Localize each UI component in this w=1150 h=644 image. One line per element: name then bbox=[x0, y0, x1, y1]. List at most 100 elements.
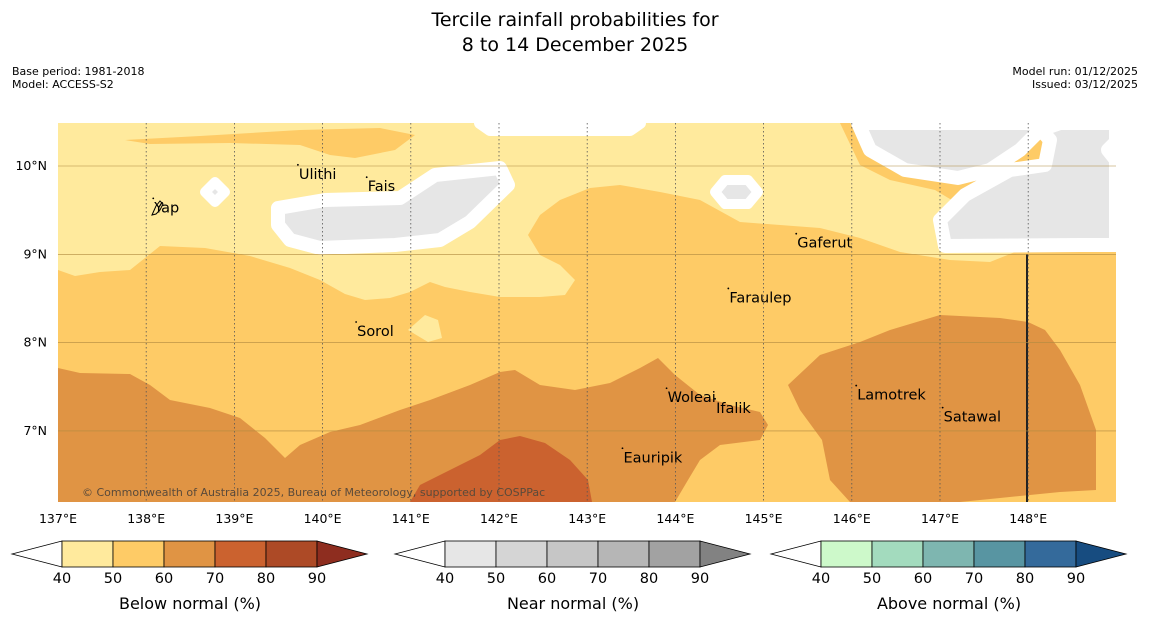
prob-region-70b bbox=[788, 315, 1096, 502]
model-run: Model run: 01/12/2025 bbox=[1012, 65, 1138, 78]
colorbar-segment bbox=[648, 540, 701, 568]
prob-region-80 bbox=[410, 436, 592, 502]
place-marker bbox=[941, 406, 944, 409]
colorbar-extend-low bbox=[769, 540, 822, 568]
colorbar-tick: 50 bbox=[104, 571, 122, 587]
colorbar-tick: 80 bbox=[257, 571, 275, 587]
colorbar-tick: 40 bbox=[53, 571, 71, 587]
prob-region-70 bbox=[58, 358, 768, 502]
axis-labels: 137°E 138°E 139°E 140°E 141°E 142°E 143°E 144°E… bbox=[15, 158, 1047, 526]
prob-region-50b bbox=[408, 315, 442, 342]
colorbar-tick: 70 bbox=[965, 571, 983, 587]
colorbar-segment bbox=[112, 540, 165, 568]
colorbar-extend-low bbox=[393, 540, 446, 568]
colorbar-segment bbox=[871, 540, 924, 568]
place-label: Faraulep bbox=[729, 290, 791, 306]
lon-tick-label: 143°E bbox=[568, 511, 606, 526]
lat-tick-label: 8°N bbox=[23, 335, 47, 350]
place-marker bbox=[355, 321, 358, 323]
colorbar-tick: 90 bbox=[1067, 571, 1085, 587]
copyright-note: © Commonwealth of Australia 2025, Bureau… bbox=[82, 486, 545, 499]
lon-tick-label: 140°E bbox=[304, 511, 342, 526]
colorbar-tick: 40 bbox=[812, 571, 830, 587]
lon-tick-label: 137°E bbox=[39, 511, 77, 526]
colorbar: 40 50 60 70 80 90 bbox=[769, 540, 1128, 587]
place-label: Sorol bbox=[357, 324, 394, 340]
lat-tick-label: 10°N bbox=[15, 158, 47, 173]
colorbar-segment bbox=[214, 540, 267, 568]
base-period: Base period: 1981-2018 bbox=[12, 65, 145, 78]
meta-right: Model run: 01/12/2025 Issued: 03/12/2025 bbox=[1012, 65, 1138, 91]
lon-tick-label: 145°E bbox=[745, 511, 783, 526]
lon-tick-label: 147°E bbox=[921, 511, 959, 526]
lon-tick-label: 142°E bbox=[480, 511, 518, 526]
place-marker bbox=[855, 384, 858, 387]
lat-tick-label: 7°N bbox=[23, 423, 47, 438]
colorbar-tick: 80 bbox=[1016, 571, 1034, 587]
place-label: Satawal bbox=[944, 410, 1001, 426]
colorbar-segment bbox=[61, 540, 114, 568]
colorbar-tick: 60 bbox=[538, 571, 556, 587]
colorbar-tick: 60 bbox=[914, 571, 932, 587]
colorbar-extend-high bbox=[316, 540, 369, 568]
colorbar-segment bbox=[163, 540, 216, 568]
place-marker bbox=[365, 176, 368, 179]
colorbar-tick: 90 bbox=[691, 571, 709, 587]
colorbar-segment bbox=[973, 540, 1026, 568]
colorbar-segment bbox=[1024, 540, 1077, 568]
colorbar-extend-high bbox=[1075, 540, 1128, 568]
place-marker bbox=[714, 397, 716, 400]
lon-tick-label: 148°E bbox=[1009, 511, 1047, 526]
colorbar-tick: 40 bbox=[436, 571, 454, 587]
place-marker bbox=[665, 387, 668, 390]
place-marker bbox=[297, 163, 299, 166]
legend-label-below: Below normal (%) bbox=[118, 594, 262, 613]
colorbar-tick: 50 bbox=[487, 571, 505, 587]
colorbar-segment bbox=[820, 540, 873, 568]
prob-region-60-top bbox=[125, 128, 415, 158]
colorbar-tick: 60 bbox=[155, 571, 173, 587]
lon-tick-label: 139°E bbox=[215, 511, 253, 526]
colorbar-extend-high bbox=[699, 540, 752, 568]
meta-left: Base period: 1981-2018 Model: ACCESS-S2 bbox=[12, 65, 144, 91]
gridlines bbox=[58, 123, 1116, 502]
legend-label-near: Near normal (%) bbox=[506, 594, 640, 613]
chart-title-line1: Tercile rainfall probabilities for bbox=[431, 9, 719, 31]
place-label: Ulithi bbox=[299, 167, 337, 183]
lon-tick-label: 146°E bbox=[833, 511, 871, 526]
colorbar-segment bbox=[444, 540, 497, 568]
chart-title-line2: 8 to 14 December 2025 bbox=[461, 34, 689, 56]
colorbar-segment bbox=[922, 540, 975, 568]
colorbar-tick: 70 bbox=[206, 571, 224, 587]
place-label: Lamotrek bbox=[857, 388, 926, 404]
colorbar-extend-low bbox=[10, 540, 63, 568]
legend-label-above: Above normal (%) bbox=[876, 594, 1022, 613]
lat-tick-label: 9°N bbox=[23, 246, 47, 261]
place-marker bbox=[795, 232, 798, 235]
place-label: Woleai bbox=[668, 390, 716, 406]
place-marker bbox=[152, 197, 155, 200]
issued-date: Issued: 03/12/2025 bbox=[1031, 78, 1138, 91]
colorbar-segment bbox=[546, 540, 599, 568]
colorbar-tick: 90 bbox=[308, 571, 326, 587]
colorbar-tick: 50 bbox=[863, 571, 881, 587]
lon-tick-label: 144°E bbox=[656, 511, 694, 526]
lon-tick-label: 141°E bbox=[392, 511, 430, 526]
place-label: Ifalik bbox=[716, 401, 751, 417]
lon-tick-label: 138°E bbox=[127, 511, 165, 526]
model-name: Model: ACCESS-S2 bbox=[12, 78, 114, 91]
colorbar: 40 50 60 70 80 90 bbox=[10, 540, 369, 587]
colorbar-segment bbox=[495, 540, 548, 568]
place-marker bbox=[727, 287, 730, 290]
colorbar-segment bbox=[597, 540, 650, 568]
colorbar-segment bbox=[265, 540, 318, 568]
near-normal-patches bbox=[200, 123, 1116, 255]
yap-island bbox=[151, 200, 164, 216]
place-marker bbox=[621, 447, 624, 450]
place-label: Fais bbox=[368, 179, 395, 195]
legends: 40 50 60 70 80 90 40 50 60 70 80 90 40 50 60 70 80 90 bbox=[10, 540, 1128, 587]
colorbar: 40 50 60 70 80 90 bbox=[393, 540, 752, 587]
place-labels: Yap Ulithi Fais Gaferut Faraulep Sorol WoleaiI… bbox=[152, 163, 1001, 466]
place-label: Gaferut bbox=[797, 236, 852, 252]
